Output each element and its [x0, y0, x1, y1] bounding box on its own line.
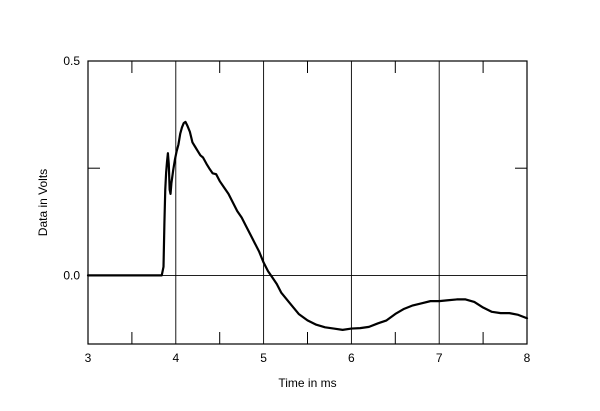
series-line: [86, 120, 529, 331]
y-axis-title: Data in Volts: [36, 169, 50, 236]
x-tick-label: 6: [348, 351, 355, 365]
x-tick-label: 4: [172, 351, 179, 365]
ticks: [88, 61, 527, 344]
x-axis-title: Time in ms: [278, 376, 336, 390]
tick-labels: 3 4 5 6 7 8 0.0 0.5: [63, 54, 530, 365]
x-tick-label: 3: [85, 351, 92, 365]
x-tick-label: 8: [524, 351, 531, 365]
y-tick-label: 0.5: [63, 54, 80, 68]
x-tick-label: 5: [260, 351, 267, 365]
y-tick-label: 0.0: [63, 268, 80, 282]
plot-frame: [87, 60, 528, 345]
x-tick-label: 7: [436, 351, 443, 365]
